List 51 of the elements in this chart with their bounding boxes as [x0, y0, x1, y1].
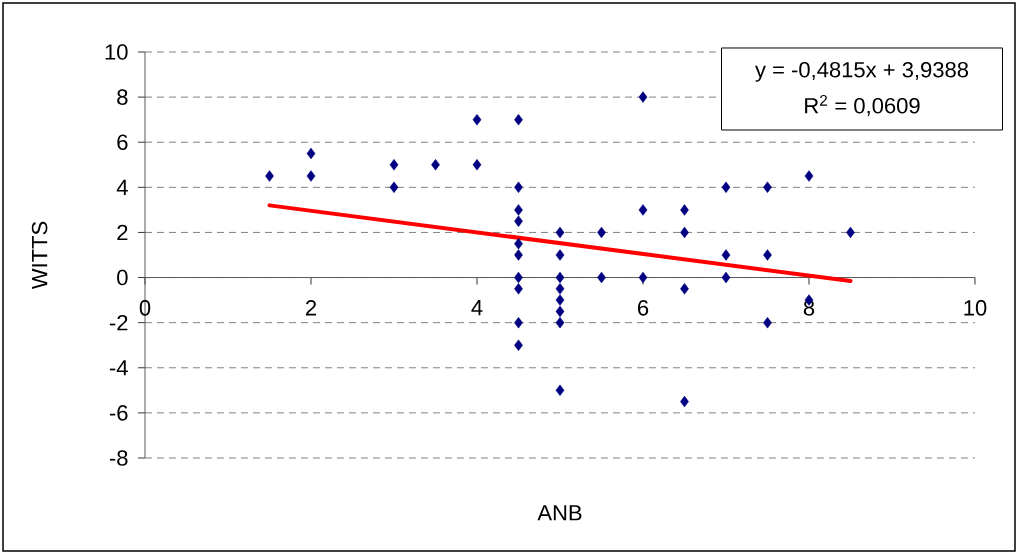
point: [389, 159, 399, 171]
annotation: R$^{2}$ = 0,0609: [805, 94, 920, 117]
point: [431, 159, 440, 171]
y-tick-label: -4: [109, 360, 128, 376]
point: [555, 283, 565, 295]
x-tick-label: 2: [306, 300, 317, 316]
point: [763, 249, 772, 261]
y-tick-label: 8: [117, 89, 128, 105]
y-tick-label: 4: [116, 179, 128, 195]
point: [555, 226, 565, 239]
point: [514, 283, 523, 295]
point: [514, 339, 523, 351]
y-tick-label: 2: [117, 224, 128, 241]
point: [555, 305, 565, 318]
point: [721, 249, 731, 261]
point: [555, 384, 565, 397]
x-tick-label: 10: [964, 300, 987, 316]
point: [638, 271, 648, 284]
point: [306, 170, 316, 182]
y-axis-title: WITTS: [31, 221, 48, 290]
point: [555, 271, 565, 284]
x-axis-title: ANB: [537, 505, 582, 521]
point: [306, 147, 316, 160]
point: [555, 294, 565, 306]
y-tick-label: -6: [109, 405, 128, 421]
point: [472, 113, 482, 126]
point: [514, 204, 523, 216]
point: [389, 181, 399, 194]
x-tick-label: 4: [471, 300, 483, 316]
point: [680, 204, 689, 216]
point: [514, 249, 523, 261]
y-tick-label: 0: [117, 269, 128, 286]
point: [638, 91, 648, 103]
y-tick-label: 10: [105, 44, 128, 60]
point: [514, 215, 523, 227]
point: [680, 283, 689, 295]
point: [514, 238, 523, 250]
point: [721, 181, 731, 194]
y-tick-label: -8: [109, 450, 128, 466]
point: [804, 170, 814, 182]
y-tick-label: 6: [117, 134, 128, 151]
point: [472, 159, 482, 171]
annotation: y = -0,4815x + 3,9388: [755, 61, 969, 82]
point: [265, 170, 274, 182]
y-tick-label: -2: [109, 314, 128, 331]
x-tick-label: 0: [139, 300, 151, 316]
point: [555, 249, 565, 261]
x-tick-label: 6: [638, 300, 649, 316]
point: [638, 204, 648, 216]
point: [721, 271, 731, 284]
point: [555, 316, 565, 329]
